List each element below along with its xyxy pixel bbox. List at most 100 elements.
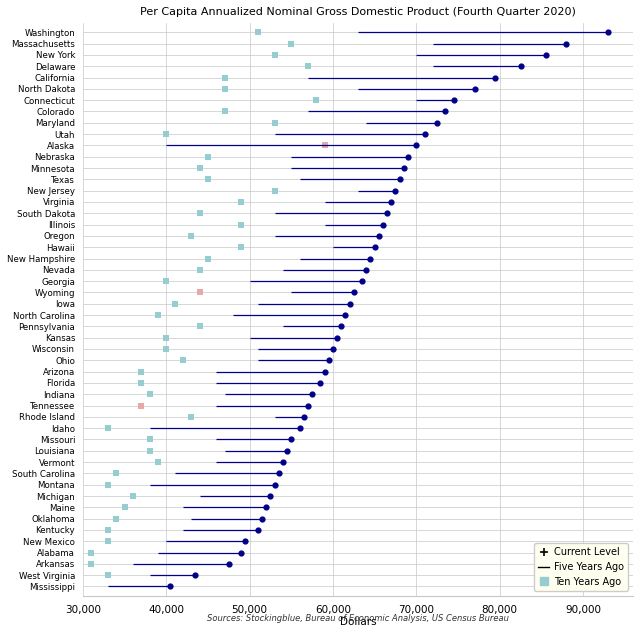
Point (319, 140, 330, 150)
Point (128, 491, 138, 501)
Point (261, 502, 271, 513)
Point (120, 502, 130, 513)
Point (236, 242, 246, 252)
Point (515, 61, 525, 72)
Point (165, 581, 175, 591)
Point (382, 208, 392, 218)
Point (303, 61, 313, 72)
Point (561, 38, 572, 49)
Point (236, 547, 246, 557)
Point (186, 412, 196, 422)
Point (316, 378, 326, 388)
Point (195, 208, 205, 218)
Title: Per Capita Annualized Nominal Gross Domestic Product (Fourth Quarter 2020): Per Capita Annualized Nominal Gross Dome… (140, 7, 576, 17)
Point (253, 525, 263, 535)
Point (274, 468, 284, 479)
Point (278, 457, 288, 467)
Point (161, 333, 172, 343)
Point (286, 38, 296, 49)
Point (103, 570, 113, 580)
Legend: Current Level, Five Years Ago, Ten Years Ago: Current Level, Five Years Ago, Ten Years… (534, 543, 628, 591)
Point (186, 231, 196, 241)
Point (145, 389, 155, 399)
Point (319, 367, 330, 377)
Point (344, 299, 355, 309)
Point (269, 50, 280, 60)
Point (390, 186, 401, 196)
Point (253, 28, 263, 38)
Point (161, 344, 172, 354)
Point (103, 525, 113, 535)
Point (369, 242, 380, 252)
Point (203, 253, 213, 264)
Point (449, 95, 459, 106)
Point (266, 491, 276, 501)
Point (294, 423, 305, 433)
Point (490, 72, 500, 83)
Point (386, 197, 396, 207)
Point (411, 140, 421, 150)
Point (269, 118, 280, 128)
Point (419, 129, 429, 140)
Point (328, 344, 338, 354)
Point (161, 129, 172, 140)
Point (336, 321, 346, 332)
Point (220, 72, 230, 83)
Point (161, 276, 172, 286)
Point (65, 581, 76, 591)
Point (540, 50, 550, 60)
Point (311, 95, 321, 106)
Point (103, 536, 113, 547)
Point (378, 220, 388, 230)
Point (394, 174, 404, 184)
Point (220, 84, 230, 94)
Point (195, 265, 205, 275)
Point (470, 84, 480, 94)
Point (103, 423, 113, 433)
Point (282, 445, 292, 456)
Point (440, 106, 451, 116)
Point (361, 265, 371, 275)
Point (269, 479, 280, 490)
Point (170, 299, 180, 309)
Point (332, 333, 342, 343)
Point (357, 276, 367, 286)
Point (178, 355, 188, 365)
Point (103, 479, 113, 490)
Point (145, 435, 155, 445)
Point (269, 186, 280, 196)
Point (399, 163, 409, 173)
Point (286, 435, 296, 445)
Point (307, 389, 317, 399)
Point (111, 513, 122, 524)
Point (340, 310, 351, 320)
Text: Sources: Stockingblue, Bureau of Economic Analysis, US Census Bureau: Sources: Stockingblue, Bureau of Economi… (207, 614, 509, 623)
Point (220, 106, 230, 116)
Point (153, 457, 163, 467)
Point (153, 310, 163, 320)
Point (432, 118, 442, 128)
Point (303, 401, 313, 411)
Point (240, 536, 250, 547)
Point (136, 401, 147, 411)
Point (111, 468, 122, 479)
Point (203, 174, 213, 184)
Point (195, 287, 205, 298)
Point (374, 231, 384, 241)
Point (195, 321, 205, 332)
X-axis label: Dollars: Dollars (340, 617, 376, 627)
Point (324, 355, 334, 365)
Point (299, 412, 309, 422)
Point (223, 559, 234, 569)
Point (203, 152, 213, 162)
Point (195, 163, 205, 173)
Point (136, 378, 147, 388)
Point (190, 570, 200, 580)
Point (236, 220, 246, 230)
Point (257, 513, 267, 524)
Point (86, 547, 96, 557)
Point (136, 367, 147, 377)
Point (86, 559, 96, 569)
Point (603, 28, 613, 38)
Point (349, 287, 359, 298)
